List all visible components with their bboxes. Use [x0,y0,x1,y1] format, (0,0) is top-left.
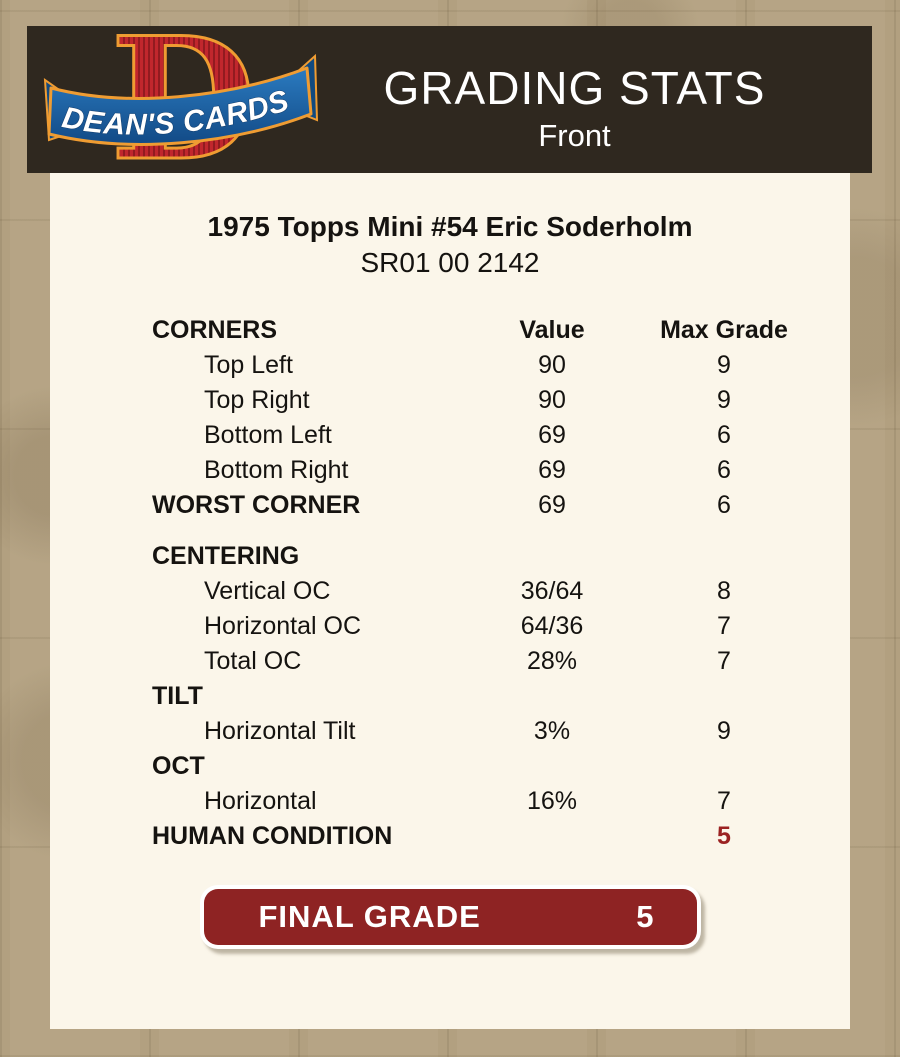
table-row-worst-corner: WORST CORNER 69 6 [152,491,731,519]
table-row-bottom-right: Bottom Right 69 6 [204,456,731,484]
deans-cards-logo: D DEAN'S CARDS [43,32,319,170]
table-row-vertical-oc: Vertical OC 36/64 8 [204,577,731,605]
page-title: GRADING STATS [383,62,766,114]
header-banner: D DEAN'S CARDS GRADING STATS Front [27,26,872,173]
table-row-horizontal-tilt: Horizontal Tilt 3% 9 [204,717,731,745]
table-header-row: CORNERS Value Max Grade [50,313,850,348]
grading-table: CORNERS Value Max Grade Top Left 90 9 To… [50,313,850,854]
grading-stats-card: 1975 Topps Mini #54 Eric Soderholm SR01 … [50,173,850,1029]
column-header-value: Value [519,316,585,344]
card-serial-number: SR01 00 2142 [360,247,540,278]
table-row-total-oc: Total OC 28% 7 [204,647,731,675]
column-header-max-grade: Max Grade [660,316,788,344]
table-row-top-right: Top Right 90 9 [204,386,731,414]
column-header-corners: CORNERS [152,316,278,344]
table-row-human-condition: HUMAN CONDITION 5 [50,819,850,854]
table-section-centering: CENTERING [152,542,300,570]
table-row-bottom-left: Bottom Left 69 6 [204,421,731,449]
final-grade-label: FINAL GRADE [258,899,481,934]
card-title: 1975 Topps Mini #54 Eric Soderholm [207,211,693,242]
final-grade-button[interactable]: FINAL GRADE 5 [199,885,701,949]
table-row-oct-horizontal: Horizontal 16% 7 [204,787,731,815]
final-grade-value: 5 [636,899,655,934]
table-section-oct: OCT [152,752,205,780]
page-subtitle: Front [538,118,611,153]
logo-ribbon: DEAN'S CARDS [43,53,319,146]
table-row-horizontal-oc: Horizontal OC 64/36 7 [204,612,731,640]
table-section-tilt: TILT [152,682,203,710]
human-condition-grade: 5 [717,822,731,850]
table-row-top-left: Top Left 90 9 [204,351,731,379]
